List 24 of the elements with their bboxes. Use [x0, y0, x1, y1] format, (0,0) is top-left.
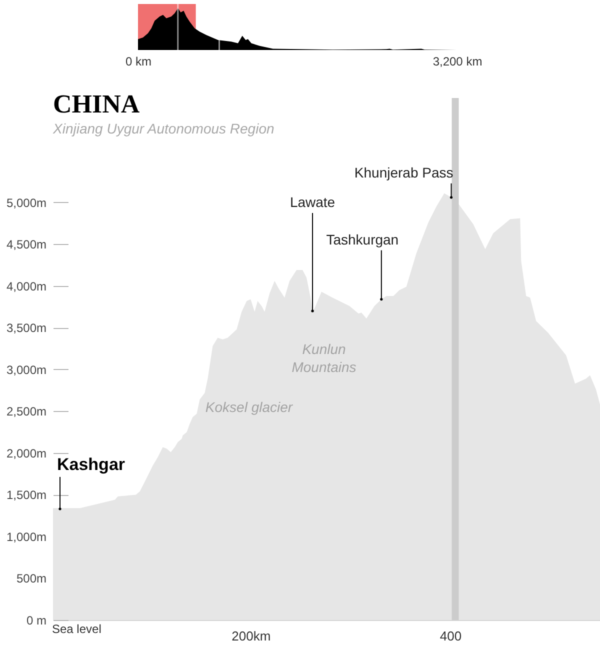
y-tick-label: 1,000m [6, 530, 46, 544]
x-tick-label: 400 [440, 628, 462, 644]
annotation: Kunlun Mountains [292, 341, 356, 375]
annotation: Khunjerab Pass [354, 164, 454, 180]
y-tick-label: 3,000m [6, 362, 46, 377]
y-tick-label: 500m [16, 572, 46, 586]
y-tick-label: 1,500m [6, 488, 46, 502]
annotation: Kashgar [56, 454, 126, 474]
chart-title: CHINA [53, 90, 140, 118]
x-tick-label: 0 km [125, 54, 152, 68]
y-tick-label: 2,500m [6, 404, 46, 419]
annotation: Sea level [52, 622, 102, 636]
annotation: Koksel glacier [205, 399, 294, 415]
y-tick-label: 0 m [26, 614, 46, 628]
y-tick-label: 3,500m [6, 321, 46, 336]
y-tick-label: 4,500m [6, 238, 46, 252]
text: Xinjiang Uygur Autonomous Region [52, 120, 274, 136]
annotation: Lawate [290, 194, 336, 210]
y-tick-label: 4,000m [6, 279, 46, 294]
annotation: Tashkurgan [326, 231, 399, 248]
y-tick-label: 2,000m [6, 446, 46, 460]
y-tick-label: 5,000m [6, 196, 46, 210]
x-tick-label: 3,200 km [432, 54, 482, 68]
x-tick-label: 200km [232, 628, 271, 644]
